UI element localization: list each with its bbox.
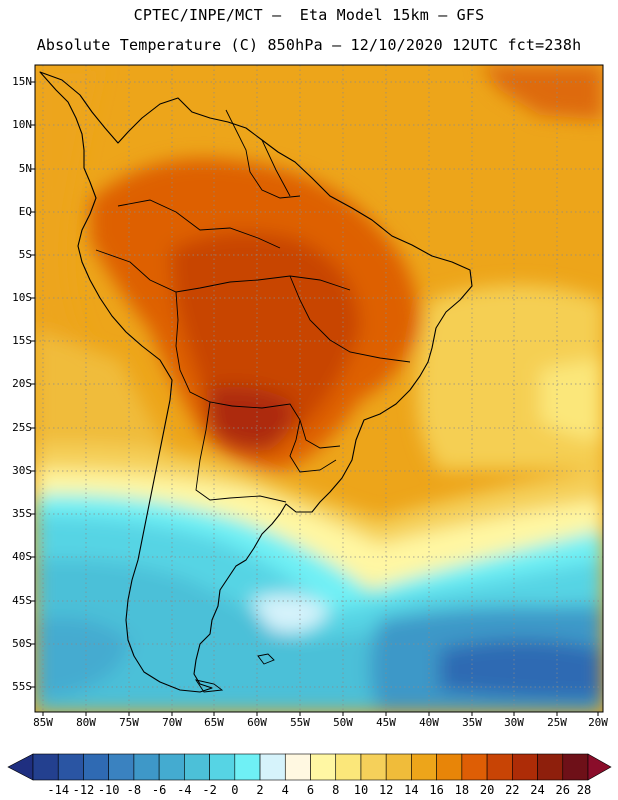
colorbar-cell	[209, 753, 236, 781]
colorbar-label: 18	[454, 783, 470, 797]
colorbar-cell	[562, 753, 589, 781]
country-borders	[95, 109, 411, 503]
lat-label: 35S	[12, 507, 32, 520]
colorbar-label: -12	[72, 783, 95, 797]
colorbar-cell	[284, 753, 311, 781]
colorbar-cell	[537, 753, 564, 781]
lon-label: 65W	[204, 716, 224, 729]
colorbar-label: -10	[97, 783, 120, 797]
lat-label: 25S	[12, 421, 32, 434]
colorbar-cell	[234, 753, 261, 781]
colorbar-label: 22	[505, 783, 520, 797]
colorbar-label: 24	[530, 783, 545, 797]
lon-label: 75W	[119, 716, 139, 729]
lat-label: 45S	[12, 594, 32, 607]
lat-label: 20S	[12, 377, 32, 390]
colorbar-label: -2	[202, 783, 217, 797]
graticule	[35, 65, 603, 712]
lon-label: 35W	[462, 716, 482, 729]
colorbar-label: -4	[177, 783, 192, 797]
colorbar-label: -14	[47, 783, 70, 797]
lat-label: EQ	[18, 205, 32, 218]
colorbar-label: 20	[479, 783, 495, 797]
map-title-line-1: CPTEC/INPE/MCT – Eta Model 15km – GFS	[133, 6, 485, 24]
lat-label: 15S	[12, 334, 32, 347]
colorbar-cell	[335, 753, 362, 781]
colorbar-label: 6	[306, 783, 315, 797]
colorbar-label: 4	[281, 783, 289, 797]
colorbar-cell	[310, 753, 337, 781]
lon-label: 20W	[588, 716, 608, 729]
colorbar-label: -8	[126, 783, 142, 797]
colorbar-cell	[461, 753, 488, 781]
colorbar-high-arrow	[587, 753, 612, 781]
colorbar-cell	[436, 753, 463, 781]
lat-label: 10N	[12, 118, 32, 131]
colorbar-cell	[57, 753, 84, 781]
colorbar-label: 2	[256, 783, 264, 797]
colorbar-label: 10	[353, 783, 369, 797]
colorbar	[7, 753, 612, 781]
map-frame	[34, 64, 604, 713]
colorbar-cell	[411, 753, 437, 781]
lon-label: 30W	[504, 716, 524, 729]
colorbar-cell	[133, 753, 160, 781]
lat-label: 30S	[12, 464, 32, 477]
colorbar-cell	[360, 753, 387, 781]
lat-label: 55S	[12, 680, 32, 693]
lon-label: 60W	[247, 716, 267, 729]
colorbar-low-arrow	[7, 753, 34, 781]
colorbar-label: 0	[231, 783, 239, 797]
colorbar-label: 8	[332, 783, 340, 797]
lon-label: 25W	[547, 716, 567, 729]
lon-label: 55W	[290, 716, 310, 729]
colorbar-cell	[486, 753, 513, 781]
axis-ticks	[31, 81, 599, 716]
lon-label: 80W	[76, 716, 96, 729]
lat-label: 40S	[12, 550, 32, 563]
colorbar-label: 16	[429, 783, 444, 797]
colorbar-label: 14	[404, 783, 419, 797]
lon-label: 85W	[33, 716, 53, 729]
colorbar-label: 26	[555, 783, 570, 797]
lon-label: 50W	[333, 716, 353, 729]
map-title-line-2: Absolute Temperature (C) 850hPa – 12/10/…	[36, 36, 582, 54]
colorbar-cell	[83, 753, 109, 781]
colorbar-label: -6	[151, 783, 167, 797]
colorbar-label: 12	[378, 783, 394, 797]
lat-label: 10S	[12, 291, 32, 304]
lat-label: 15N	[12, 75, 32, 88]
colorbar-cell	[259, 753, 286, 781]
lat-label: 5N	[18, 162, 32, 175]
south-america-coastline	[39, 71, 473, 693]
lat-label: 5S	[18, 248, 32, 261]
temperature-field	[35, 65, 603, 712]
colorbar-cell	[512, 753, 538, 781]
lon-label: 45W	[376, 716, 396, 729]
colorbar-cell	[184, 753, 210, 781]
colorbar-cell	[158, 753, 185, 781]
colorbar-cell	[108, 753, 135, 781]
lat-label: 50S	[12, 637, 32, 650]
lon-label: 40W	[419, 716, 439, 729]
colorbar-cell	[385, 753, 412, 781]
colorbar-cell	[32, 753, 59, 781]
lon-label: 70W	[162, 716, 182, 729]
colorbar-label: 28	[576, 783, 592, 797]
